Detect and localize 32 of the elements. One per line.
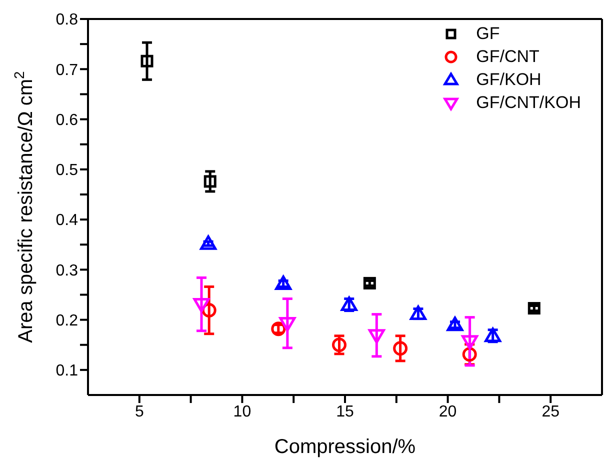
point xyxy=(393,341,408,356)
y-tick-label: 0.2 xyxy=(56,312,78,330)
point xyxy=(462,335,478,350)
legend-label: GF/CNT xyxy=(476,46,540,66)
x-tick-label: 10 xyxy=(233,403,252,420)
legend-label: GF/CNT/KOH xyxy=(476,92,581,112)
point xyxy=(446,316,464,332)
y-tick-label: 0.5 xyxy=(56,162,78,180)
x-tick-label: 20 xyxy=(438,403,457,420)
point xyxy=(204,175,216,188)
point xyxy=(332,338,346,352)
point xyxy=(363,276,376,290)
point xyxy=(275,275,292,290)
y-tick-label: 0.6 xyxy=(56,112,78,129)
x-tick-label: 25 xyxy=(542,403,560,420)
x-tick-label: 15 xyxy=(336,403,354,420)
point xyxy=(193,298,210,313)
legend-label: GF/KOH xyxy=(476,70,542,90)
x-axis-title: Compression/% xyxy=(274,436,416,458)
point xyxy=(140,54,154,68)
y-tick-label: 0.8 xyxy=(56,12,78,29)
y-tick-label: 0.1 xyxy=(56,362,78,380)
y-tick-label: 0.7 xyxy=(56,62,78,79)
legend-label: GF xyxy=(476,24,500,44)
point xyxy=(279,317,296,332)
point xyxy=(200,235,217,250)
point xyxy=(462,347,477,362)
point xyxy=(528,302,540,315)
y-tick-label: 0.3 xyxy=(56,262,78,280)
x-tick-label: 5 xyxy=(134,403,144,420)
point xyxy=(368,329,385,344)
y-tick-label: 0.4 xyxy=(56,212,78,230)
